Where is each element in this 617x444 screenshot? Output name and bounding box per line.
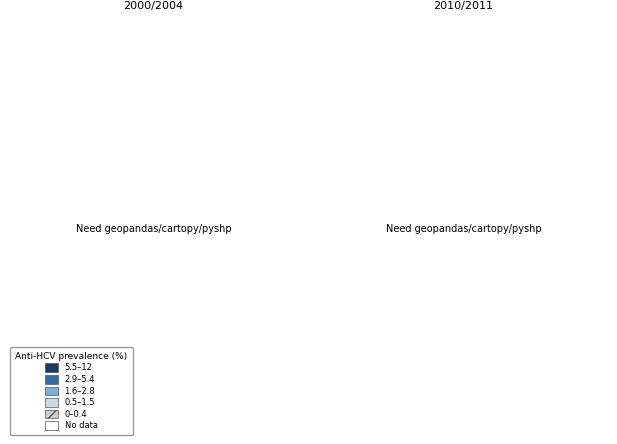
Legend: 5.5–12, 2.9–5.4, 1.6–2.8, 0.5–1.5, 0–0.4, No data: 5.5–12, 2.9–5.4, 1.6–2.8, 0.5–1.5, 0–0.4…	[10, 347, 133, 436]
Text: Need geopandas/cartopy/pyshp: Need geopandas/cartopy/pyshp	[386, 224, 541, 234]
Title: 2000/2004: 2000/2004	[123, 1, 184, 12]
Title: 2010/2011: 2010/2011	[433, 1, 494, 12]
Text: Need geopandas/cartopy/pyshp: Need geopandas/cartopy/pyshp	[76, 224, 231, 234]
